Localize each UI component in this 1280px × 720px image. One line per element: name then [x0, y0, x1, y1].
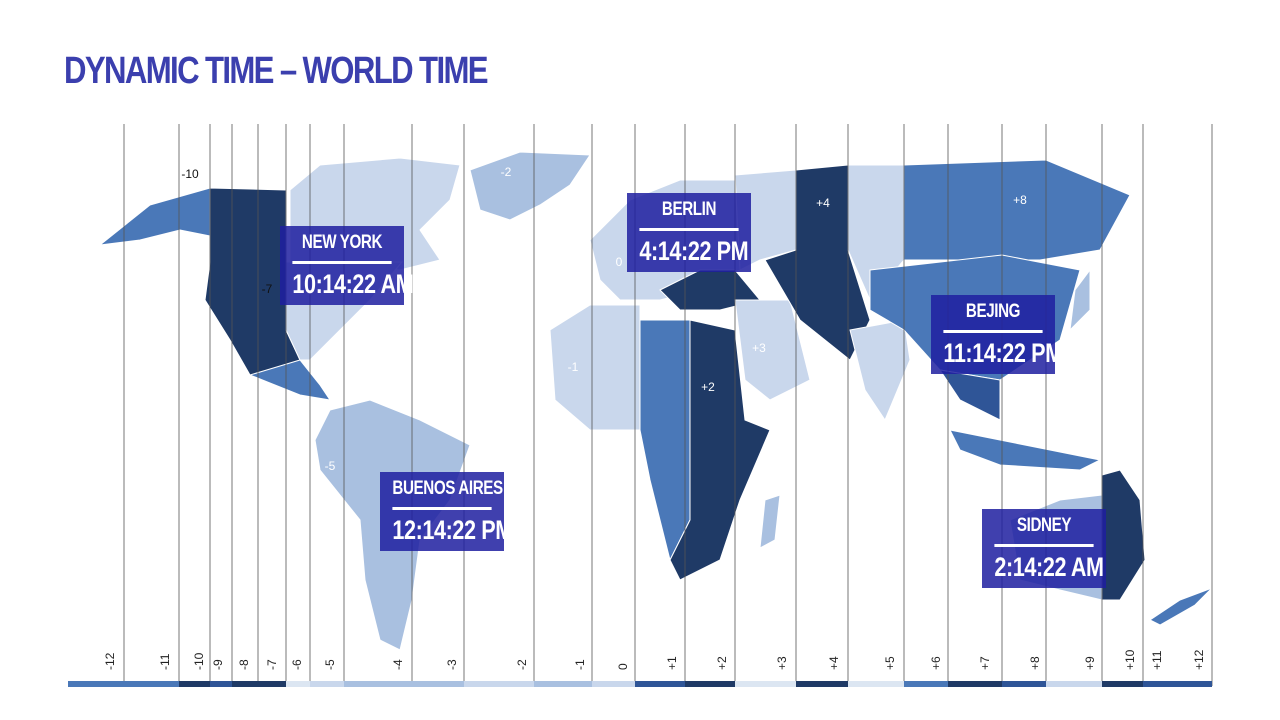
city-time: 11:14:22 PM: [943, 338, 1063, 368]
zone-label: -8: [237, 659, 251, 670]
zone-label: +12: [1192, 649, 1206, 670]
zone-label: -7: [265, 659, 279, 670]
japan: [1069, 268, 1091, 332]
city-clock: BEJING 11:14:22 PM: [931, 295, 1063, 374]
zone-bar: [948, 681, 1002, 687]
zone-bar: [124, 681, 179, 687]
zone-bar: [1046, 681, 1102, 687]
map-zone-label: +8: [1013, 193, 1027, 207]
zone-label: +11: [1150, 650, 1164, 670]
city-name: SIDNEY: [994, 509, 1094, 547]
zone-bar: [179, 681, 210, 687]
city-clock: BERLIN 4:14:22 PM: [627, 193, 751, 272]
map-zone-label: -10: [181, 167, 199, 181]
india: [849, 319, 911, 422]
zone-label: +2: [715, 656, 729, 670]
zone-bar: [904, 681, 948, 687]
zone-bar: [592, 681, 635, 687]
zone-label: +10: [1123, 649, 1137, 670]
city-time: 4:14:22 PM: [639, 236, 749, 266]
map-zone-label: +3: [752, 341, 766, 355]
map-zone-label: -2: [501, 165, 512, 179]
zone-bar: [310, 681, 344, 687]
zone-bar: [68, 681, 124, 687]
greenland: [469, 151, 591, 221]
city-name: NEW YORK: [292, 226, 392, 264]
city-clock: BUENOS AIRES 12:14:22 PM: [380, 472, 513, 551]
madagascar: [759, 494, 781, 549]
zone-label: -2: [515, 659, 529, 670]
zone-label: 0: [616, 663, 630, 670]
zone-bar: [1143, 681, 1212, 687]
map-zone-label: -1: [568, 360, 579, 374]
zone-label: -5: [323, 659, 337, 670]
zone-bar: [635, 681, 685, 687]
city-time: 2:14:22 AM: [994, 552, 1104, 582]
zone-bar: [210, 681, 232, 687]
zone-bar: [464, 681, 534, 687]
africa-west: [639, 319, 691, 562]
new-zealand: [1149, 587, 1213, 626]
africa-east: [669, 319, 771, 581]
zone-bar: [848, 681, 904, 687]
zone-label: +4: [827, 656, 841, 670]
southeast-asia: [938, 369, 1001, 421]
zone-bar: [1002, 681, 1046, 687]
map-zone-label: +2: [701, 380, 715, 394]
map-zone-label: +4: [816, 196, 830, 210]
zone-label: +8: [1028, 656, 1042, 670]
zone-bar: [232, 681, 258, 687]
zone-bar: [735, 681, 796, 687]
africa-north: [549, 304, 641, 431]
zone-bar: [685, 681, 735, 687]
zone-bar: [286, 681, 310, 687]
map-zone-label: -5: [325, 459, 336, 473]
zone-label: +1: [665, 656, 679, 670]
city-time: 10:14:22 AM: [292, 269, 414, 299]
indonesia: [949, 429, 1102, 471]
zone-bar: [796, 681, 848, 687]
zone-label: -12: [103, 652, 117, 670]
map-zone-label: -7: [262, 282, 273, 296]
australia-east: [1101, 469, 1146, 601]
map-zone-label: 0: [616, 255, 623, 269]
east-russia: [903, 159, 1131, 261]
zone-bar: [258, 681, 286, 687]
city-name: BUENOS AIRES: [392, 472, 503, 510]
city-name: BERLIN: [639, 193, 739, 231]
zone-label: -10: [192, 652, 206, 670]
zone-label: -9: [211, 659, 225, 670]
zone-label: -11: [158, 653, 172, 670]
zone-label: +6: [929, 656, 943, 670]
zone-bar: [412, 681, 464, 687]
zone-label: +3: [775, 656, 789, 670]
zone-label: +7: [978, 656, 992, 670]
zone-bar: [534, 681, 592, 687]
zone-label: -3: [445, 659, 459, 670]
arabia: [734, 299, 811, 401]
city-time: 12:14:22 PM: [392, 515, 513, 545]
zone-label: +9: [1083, 656, 1097, 670]
zone-label: -1: [573, 659, 587, 670]
zone-label: -6: [290, 659, 304, 670]
city-clock: NEW YORK 10:14:22 AM: [280, 226, 414, 305]
title: DYNAMIC TIME – WORLD TIME: [64, 50, 489, 92]
zone-bar: [344, 681, 412, 687]
zone-label: -4: [391, 659, 405, 670]
zone-label: +5: [883, 656, 897, 670]
city-clock: SIDNEY 2:14:22 AM: [982, 509, 1106, 588]
city-name: BEJING: [943, 295, 1043, 333]
zone-bar: [1102, 681, 1143, 687]
